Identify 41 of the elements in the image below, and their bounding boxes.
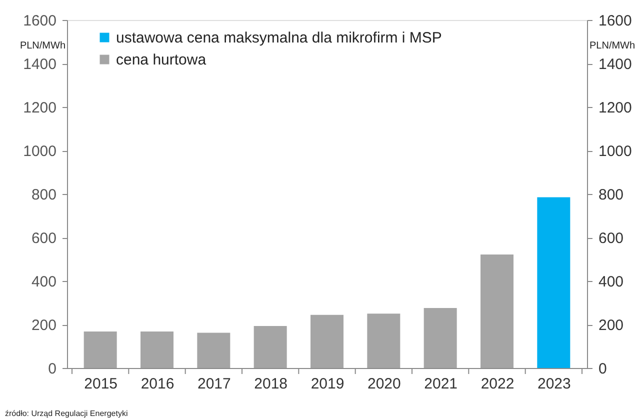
y2-tick-label: 0 bbox=[598, 360, 607, 378]
y2-tick-label: 400 bbox=[598, 274, 624, 290]
y2-tick-label: 1400 bbox=[598, 56, 632, 73]
y-tick-label: 600 bbox=[31, 230, 56, 247]
y-axis-title: PLN/MWh bbox=[20, 40, 66, 52]
x-tick-label: 2016 bbox=[140, 376, 174, 392]
x-tick-label: 2015 bbox=[84, 376, 118, 392]
y-tick-label: 0 bbox=[48, 360, 56, 378]
y-tick-label: 1400 bbox=[23, 56, 56, 73]
y-tick-label: 1000 bbox=[23, 143, 56, 160]
y2-tick-label: 200 bbox=[598, 317, 624, 334]
y-tick-label: 800 bbox=[31, 186, 56, 204]
y2-tick-label: 1000 bbox=[598, 143, 632, 160]
bar bbox=[310, 314, 344, 368]
y2-axis-title: PLN/MWh bbox=[590, 40, 636, 52]
bar bbox=[424, 308, 457, 368]
x-tick-label: 2021 bbox=[424, 376, 458, 392]
y-tick-label: 200 bbox=[31, 317, 56, 334]
bar bbox=[480, 254, 514, 368]
y-tick-label: 1600 bbox=[23, 12, 56, 30]
x-tick-label: 2023 bbox=[537, 376, 571, 392]
bar bbox=[197, 332, 230, 368]
x-tick-label: 2017 bbox=[197, 376, 231, 392]
x-tick-label: 2019 bbox=[310, 376, 344, 392]
x-tick-label: 2020 bbox=[367, 376, 401, 392]
bar bbox=[537, 197, 570, 368]
text: źródło: Urząd Regulacji Energetyki bbox=[5, 409, 128, 418]
legend-label: ustawowa cena maksymalna dla mikrofirm i MSP bbox=[116, 30, 442, 46]
bar bbox=[140, 331, 174, 368]
y2-tick-label: 1600 bbox=[598, 12, 632, 30]
y2-tick-label: 600 bbox=[598, 230, 624, 247]
x-tick-label: 2018 bbox=[254, 376, 288, 392]
y-tick-label: 1200 bbox=[23, 100, 56, 116]
bar bbox=[254, 326, 287, 368]
y-tick-label: 400 bbox=[31, 274, 56, 290]
y2-tick-label: 800 bbox=[598, 186, 624, 204]
y2-tick-label: 1200 bbox=[598, 100, 632, 116]
legend-label: cena hurtowa bbox=[116, 52, 207, 68]
bar bbox=[367, 314, 400, 368]
x-tick-label: 2022 bbox=[480, 376, 514, 392]
bar bbox=[84, 331, 117, 368]
